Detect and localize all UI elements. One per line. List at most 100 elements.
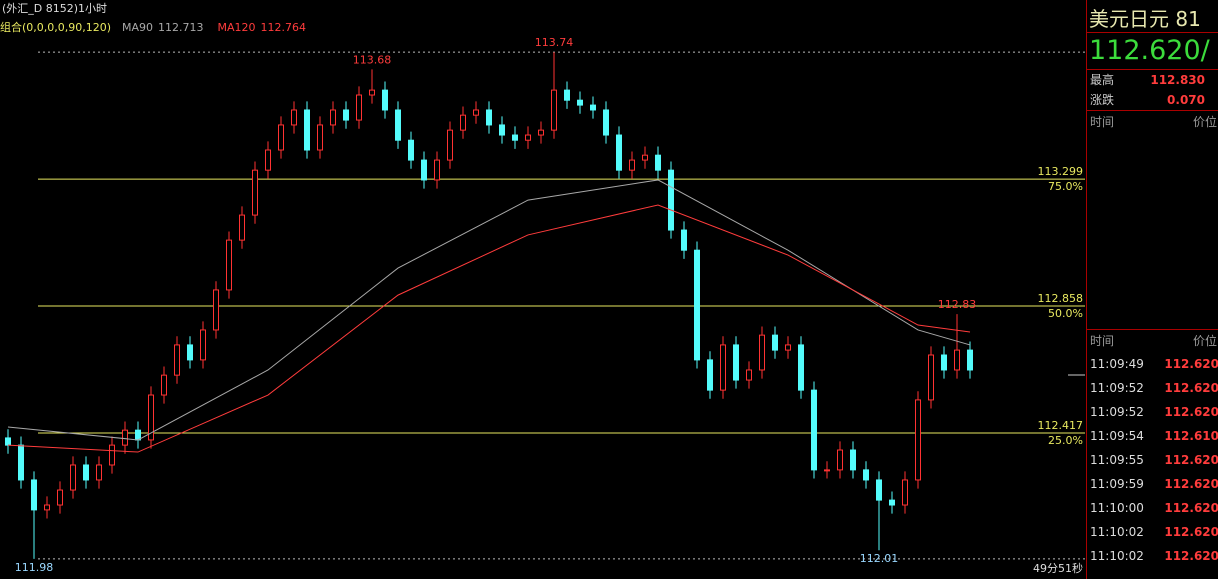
annotation: 113.68	[353, 53, 392, 66]
panel-title: 美元日元 81	[1087, 0, 1218, 33]
tick-time: 11:10:00	[1090, 501, 1144, 515]
side-panel: 美元日元 81 112.620/ 最高 112.830 涨跌 0.070 时间 价位 时…	[1086, 0, 1218, 579]
candle-body	[902, 479, 908, 506]
tick-price: 112.620	[1164, 381, 1218, 395]
candle-body	[57, 489, 63, 506]
legend-name: MA120	[218, 21, 256, 34]
candle-body	[668, 169, 674, 231]
tick-row: 11:10:02 112.620	[1087, 520, 1218, 544]
candle-body	[954, 349, 960, 371]
tick-price: 112.620	[1164, 453, 1218, 467]
legend-value: 112.764	[261, 21, 307, 34]
candle-body	[616, 134, 622, 171]
candle-body	[44, 504, 50, 511]
tick-row: 11:09:54 112.610	[1087, 424, 1218, 448]
level-price: 113.299	[1038, 165, 1084, 178]
tick-price: 112.620	[1164, 357, 1218, 371]
tick-time: 11:10:02	[1090, 549, 1144, 563]
candle-body	[486, 109, 492, 126]
candle-body	[356, 94, 362, 121]
header: 时间	[1090, 334, 1115, 348]
candle-body	[720, 344, 726, 391]
panel-price: 112.620/	[1087, 33, 1218, 70]
candle-body	[681, 229, 687, 251]
candle-body	[200, 329, 206, 361]
candle-body	[863, 469, 869, 481]
candle-body	[538, 129, 544, 136]
ma-line	[7, 204, 971, 453]
candle-body	[213, 289, 219, 331]
candle-body	[473, 109, 479, 116]
stats: 最高 112.830 涨跌 0.070	[1087, 70, 1218, 110]
candle-body	[603, 109, 609, 136]
candle-body	[798, 344, 804, 391]
tick-row: 11:10:00 112.620	[1087, 496, 1218, 520]
candle-body	[5, 437, 11, 446]
stat-row: 最高 112.830	[1087, 70, 1218, 90]
chart-bg	[0, 0, 1085, 579]
tick-time: 11:09:59	[1090, 477, 1144, 491]
candle-body	[564, 89, 570, 101]
tick-price: 112.620	[1164, 525, 1218, 539]
candle-body	[96, 464, 102, 481]
candle-body	[421, 159, 427, 181]
candle-body	[122, 429, 128, 446]
stat-row: 涨跌 0.070	[1087, 90, 1218, 110]
candle-body	[512, 134, 518, 141]
candle-body	[317, 124, 323, 151]
candle-body	[590, 104, 596, 111]
candle-body	[83, 464, 89, 481]
tick-row: 11:09:49 112.620	[1087, 352, 1218, 376]
chart-title: (外汇_D 8152)1小时	[2, 2, 107, 15]
stat-label: 涨跌	[1090, 93, 1115, 107]
candle-body	[291, 109, 297, 126]
candle-body	[967, 349, 973, 371]
candle-body	[889, 499, 895, 506]
tick-price: 112.620	[1164, 549, 1218, 563]
candle-body	[434, 159, 440, 181]
candle-body	[109, 444, 115, 466]
candle-body	[460, 114, 466, 131]
candle-body	[265, 149, 271, 171]
candle-body	[694, 249, 700, 361]
countdown: 49分51秒	[1033, 561, 1083, 575]
level-label: 25.0%	[1048, 434, 1083, 447]
candle-body	[382, 89, 388, 111]
candle-body	[226, 239, 232, 291]
tick-time: 11:09:55	[1090, 453, 1144, 467]
candle-body	[252, 169, 258, 216]
candle-body	[642, 154, 648, 161]
candle-body	[941, 354, 947, 371]
header-row: 时间 价位	[1087, 329, 1218, 352]
blank	[1087, 133, 1218, 329]
indicator: 组合(0,0,0,0,90,120)	[0, 20, 111, 34]
annotation: 112.01	[860, 552, 899, 565]
candle-body	[915, 399, 921, 481]
candle-body	[850, 449, 856, 471]
candle-body	[31, 479, 37, 511]
candle-body	[629, 159, 635, 171]
level-label: 50.0%	[1048, 307, 1083, 320]
legend-value: 112.713	[158, 21, 204, 34]
tick-time: 11:09:54	[1090, 429, 1144, 443]
header-row: 时间 价位	[1087, 110, 1218, 133]
candle-body	[499, 124, 505, 136]
tick-row: 11:10:02 112.620	[1087, 544, 1218, 568]
candle-body	[876, 479, 882, 501]
tick-time: 11:09:49	[1090, 357, 1144, 371]
candle-body	[148, 394, 154, 441]
candle-body	[837, 449, 843, 471]
tick-time: 11:09:52	[1090, 405, 1144, 419]
level-price: 112.858	[1038, 292, 1084, 305]
tick-price: 112.620	[1164, 477, 1218, 491]
candle-body	[928, 354, 934, 401]
tick-price: 112.620	[1164, 501, 1218, 515]
candle-body	[343, 109, 349, 121]
annotation: 111.98	[15, 561, 54, 574]
candle-body	[161, 374, 167, 396]
candle-body	[772, 334, 778, 351]
tick-time: 11:09:52	[1090, 381, 1144, 395]
tick-price: 112.610	[1164, 429, 1218, 443]
legend-name: MA90	[122, 21, 153, 34]
